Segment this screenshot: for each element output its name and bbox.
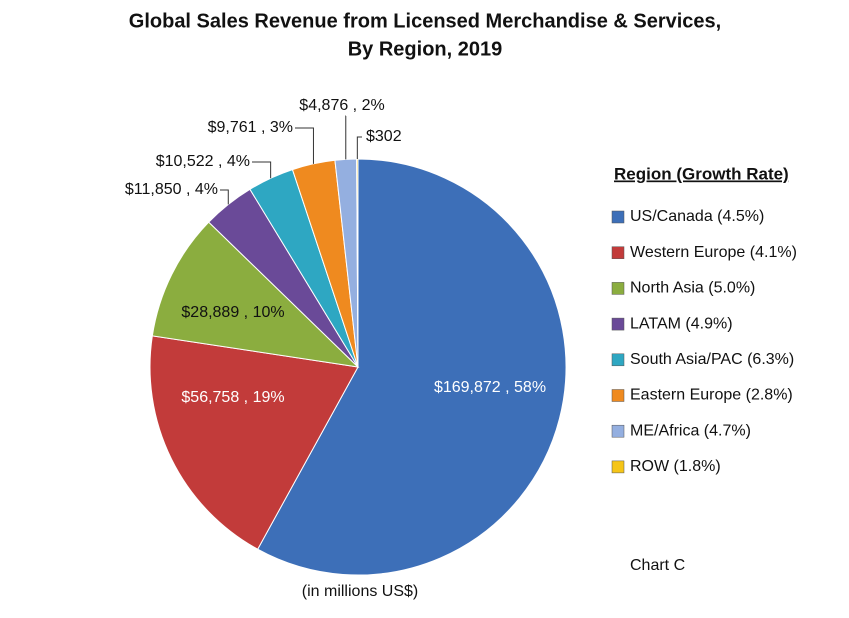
legend-title: Region (Growth Rate) (614, 164, 789, 183)
legend-label: South Asia/PAC (6.3%) (630, 351, 794, 368)
data-label: $11,850 , 4% (125, 181, 218, 198)
leader-line (252, 161, 272, 179)
legend-swatch (611, 353, 625, 367)
legend-swatch (611, 460, 625, 474)
unit-note: (in millions US$) (302, 583, 418, 600)
chart-label: Chart C (630, 557, 685, 574)
legend-swatch (611, 282, 625, 295)
data-label: $28,889 , 10% (181, 304, 284, 321)
data-label: $169,872 , 58% (434, 379, 546, 396)
data-label: $302 (366, 128, 402, 145)
legend-swatch (611, 317, 625, 331)
legend-label: Eastern Europe (2.8%) (630, 387, 793, 404)
legend-label: North Asia (5.0%) (630, 280, 755, 297)
pie-slice (149, 335, 359, 550)
chart-subtitle: By Region, 2019 (348, 38, 503, 60)
legend-swatch (611, 389, 625, 402)
chart-title: Global Sales Revenue from Licensed Merch… (129, 10, 721, 32)
data-label: $56,758 , 19% (181, 389, 284, 406)
legend-label: LATAM (4.9%) (630, 315, 733, 332)
leader-line (356, 136, 362, 160)
legend-swatch (611, 424, 625, 438)
legend-swatch (611, 246, 625, 259)
legend-label: Western Europe (4.1%) (630, 244, 797, 261)
legend-label: ME/Africa (4.7%) (630, 422, 751, 439)
leader-line (220, 189, 229, 205)
data-label: $9,761 , 3% (208, 119, 293, 136)
legend-label: US/Canada (4.5%) (630, 208, 764, 225)
leader-line (295, 127, 314, 164)
pie-slice (256, 158, 567, 576)
data-label: $10,522 , 4% (156, 153, 250, 170)
data-label: $4,876 , 2% (299, 97, 384, 114)
legend-swatch (611, 210, 625, 224)
legend-label: ROW (1.8%) (630, 458, 721, 475)
pie-slice (151, 221, 360, 368)
